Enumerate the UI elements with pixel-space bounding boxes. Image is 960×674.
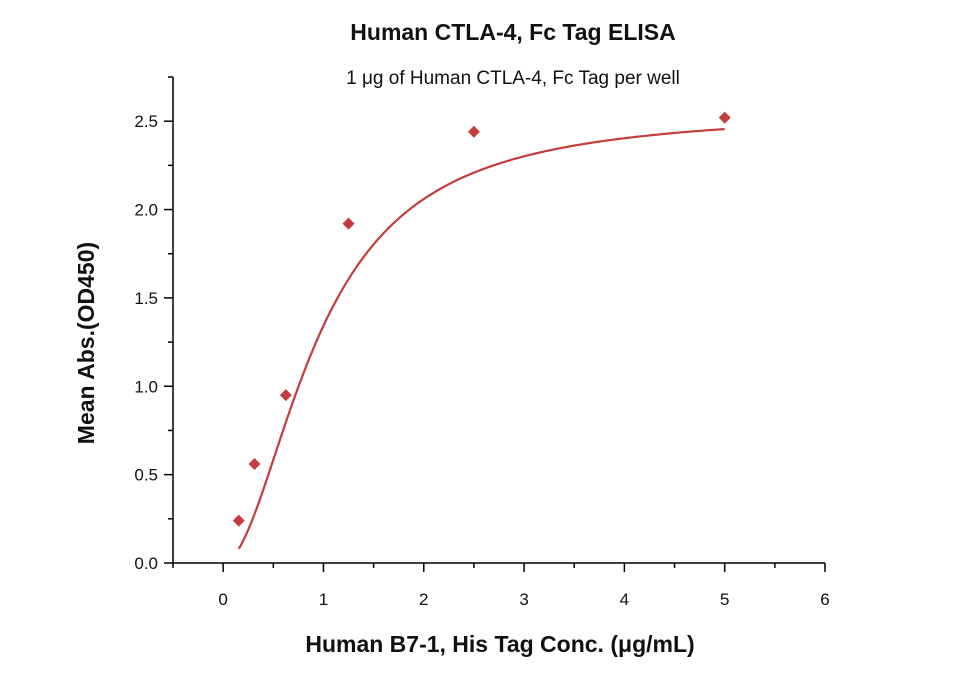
- y-tick-label: 0.5: [134, 466, 158, 485]
- x-tick-label: 2: [419, 590, 428, 609]
- y-tick-label: 0.0: [134, 554, 158, 573]
- fit-curve: [237, 127, 725, 550]
- x-tick-label: 5: [720, 590, 729, 609]
- chart-title: Human CTLA-4, Fc Tag ELISA: [350, 19, 675, 45]
- x-tick-label: 4: [620, 590, 629, 609]
- y-axis-label: Mean Abs.(OD450): [73, 242, 99, 444]
- data-points: [232, 111, 731, 527]
- axes: [172, 77, 825, 564]
- data-point: [232, 514, 245, 527]
- y-tick-label: 1.0: [134, 377, 158, 396]
- data-point: [248, 458, 261, 471]
- tick-labels: 0 1 2 3 4 5 6 0.0 0.5 1.0 1.5 2.0 2.5: [134, 112, 829, 609]
- data-point: [279, 389, 292, 402]
- ticks: [164, 76, 826, 572]
- y-tick-label: 1.5: [134, 289, 158, 308]
- x-tick-label: 3: [519, 590, 528, 609]
- chart-subtitle: 1 μg of Human CTLA-4, Fc Tag per well: [346, 68, 680, 89]
- x-tick-label: 6: [820, 590, 829, 609]
- x-tick-label: 1: [319, 590, 328, 609]
- x-tick-label: 0: [218, 590, 227, 609]
- y-tick-label: 2.0: [134, 201, 158, 220]
- data-point: [467, 125, 480, 138]
- data-point: [342, 217, 355, 230]
- x-axis-label: Human B7-1, His Tag Conc. (μg/mL): [305, 631, 694, 657]
- data-point: [718, 111, 731, 124]
- y-tick-label: 2.5: [134, 112, 158, 131]
